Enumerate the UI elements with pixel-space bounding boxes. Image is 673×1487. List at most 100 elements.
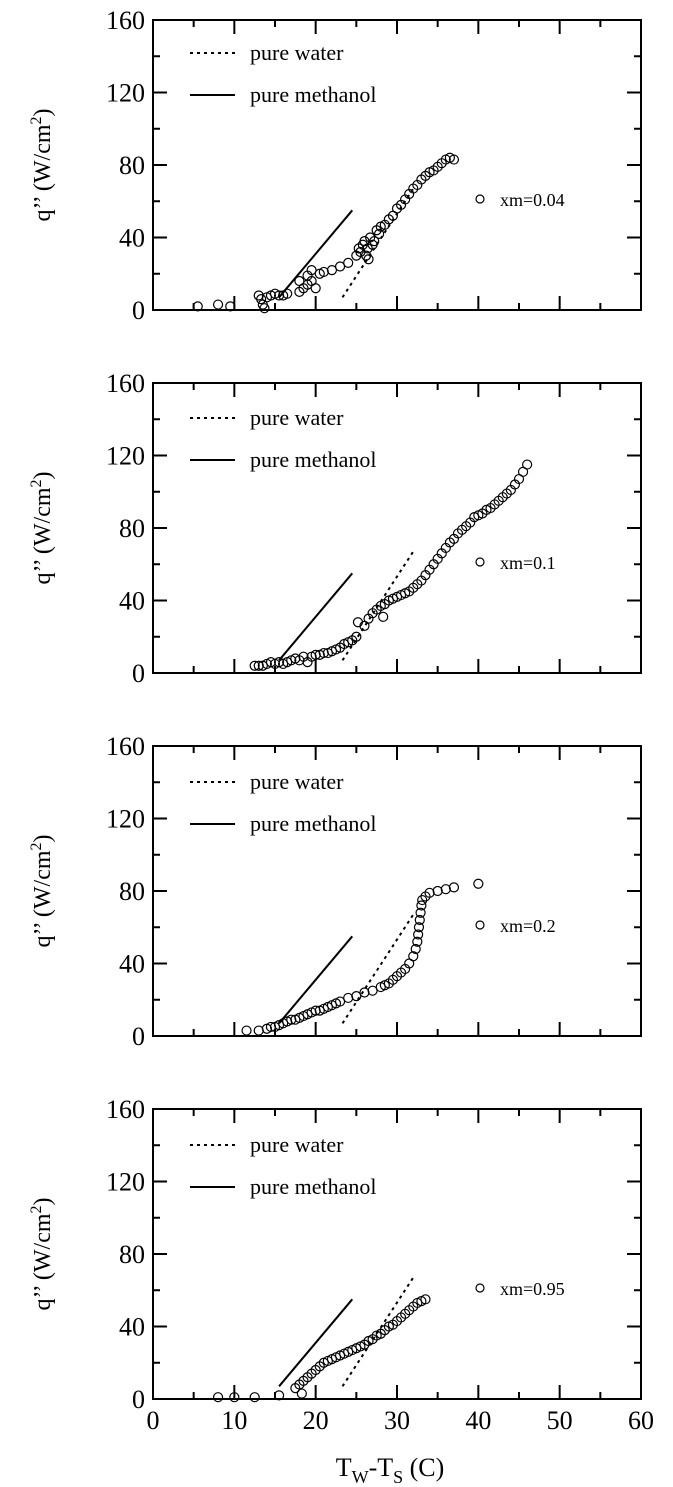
data-point [212,299,224,310]
data-point [369,236,380,247]
data-point [256,294,267,305]
pure-water-line [341,551,415,661]
data-point [241,1025,252,1036]
data-point [363,254,374,265]
x-tick-label: 40 [465,1406,491,1435]
plot-frame [152,1108,642,1400]
data-point [408,951,419,962]
data-point [410,943,421,955]
data-point [448,882,460,893]
y-tick-label: 80 [119,1240,145,1269]
data-point [296,1388,307,1399]
data-point [343,992,354,1004]
y-tick-label: 160 [106,369,145,398]
data-point [359,987,370,998]
legend: pure water pure methanol [190,405,376,472]
annotation-marker [475,194,485,204]
data-point [416,900,427,911]
annotation-label: xm=0.1 [500,553,556,573]
data-point [334,261,346,272]
data-point [306,265,317,276]
y-tick-label: 0 [132,1022,145,1051]
pure-methanol-line [278,572,354,661]
data-point [334,996,346,1007]
data-point [229,1392,240,1403]
y-tick-label: 0 [132,1385,145,1414]
legend: pure water pure methanol [190,769,376,836]
y-tick-label: 120 [106,805,145,834]
pure-methanol-line [278,935,354,1024]
y-tick-label: 0 [132,659,145,688]
y-axis-label: q’’ (W/cm2) [28,1197,56,1310]
data-point [522,459,533,470]
data-point [417,894,428,906]
legend-water-label: pure water [250,1132,344,1157]
y-tick-label: 120 [106,442,145,471]
data-point [253,1025,264,1036]
panel-4-marks: 0 40 80 120 160 0 10 20 30 40 50 60 xm=0.95 [106,1095,654,1435]
data-point [415,907,426,918]
annotation-marker [475,557,485,567]
data-point [282,288,293,299]
legend: pure water pure methanol [190,1132,376,1199]
y-tick-label: 120 [106,1168,145,1197]
data-point [414,914,425,926]
legend-water-label: pure water [250,769,344,794]
legend-methanol-label: pure methanol [250,447,376,472]
x-tick-label: 30 [384,1406,410,1435]
y-tick-label: 40 [119,224,145,253]
pure-water-line [341,914,415,1024]
data-point [192,301,203,312]
data-point [374,228,385,239]
annotation-label: xm=0.2 [500,916,556,936]
plot-frame [152,19,642,311]
data-point [326,265,338,276]
x-tick-label: 20 [303,1406,329,1435]
data-point [412,936,423,947]
annotation-label: xm=0.95 [500,1279,565,1299]
annotation-label: xm=0.04 [500,190,565,210]
annotation-marker [475,920,485,930]
pure-methanol-line [278,1298,354,1387]
x-tick-label: 10 [221,1406,247,1435]
data-point [249,660,260,671]
y-tick-label: 120 [106,79,145,108]
plot-frame [152,745,642,1037]
data-point [420,1294,431,1305]
y-tick-label: 80 [119,514,145,543]
legend-methanol-label: pure methanol [250,811,376,836]
y-tick-label: 80 [119,877,145,906]
y-tick-label: 160 [106,732,145,761]
pure-water-line [341,1277,415,1387]
y-axis-label: q’’ (W/cm2) [28,834,56,947]
data-point [378,611,389,622]
data-point [351,991,362,1002]
y-tick-label: 160 [106,6,145,35]
pure-methanol-line [278,209,354,298]
y-axis-label: q’’ (W/cm2) [28,108,56,221]
chart-marks: 0 40 80 120 160 xm=0.04 0 40 80 120 160 xm=0.1 0 40 80… [106,6,654,1435]
panel-3-marks: 0 40 80 120 160 xm=0.2 [106,732,642,1051]
x-tick-label: 50 [547,1406,573,1435]
y-tick-label: 40 [119,950,145,979]
data-point [273,1390,285,1401]
y-tick-label: 80 [119,151,145,180]
legend-water-label: pure water [250,405,344,430]
y-tick-label: 0 [132,296,145,325]
data-point [473,878,484,889]
data-point [212,1392,224,1403]
y-tick-label: 160 [106,1095,145,1124]
y-tick-label: 40 [119,587,145,616]
data-point [351,631,362,642]
data-point [440,884,451,895]
data-point [432,885,443,897]
legend-methanol-label: pure methanol [250,82,376,107]
x-tick-label: 0 [147,1406,160,1435]
data-point [249,1392,260,1403]
y-tick-label: 40 [119,1313,145,1342]
legend-water-label: pure water [250,40,344,65]
data-point [343,257,354,268]
plot-frame [152,382,642,674]
panel-1-marks: 0 40 80 120 160 xm=0.04 [106,6,642,325]
